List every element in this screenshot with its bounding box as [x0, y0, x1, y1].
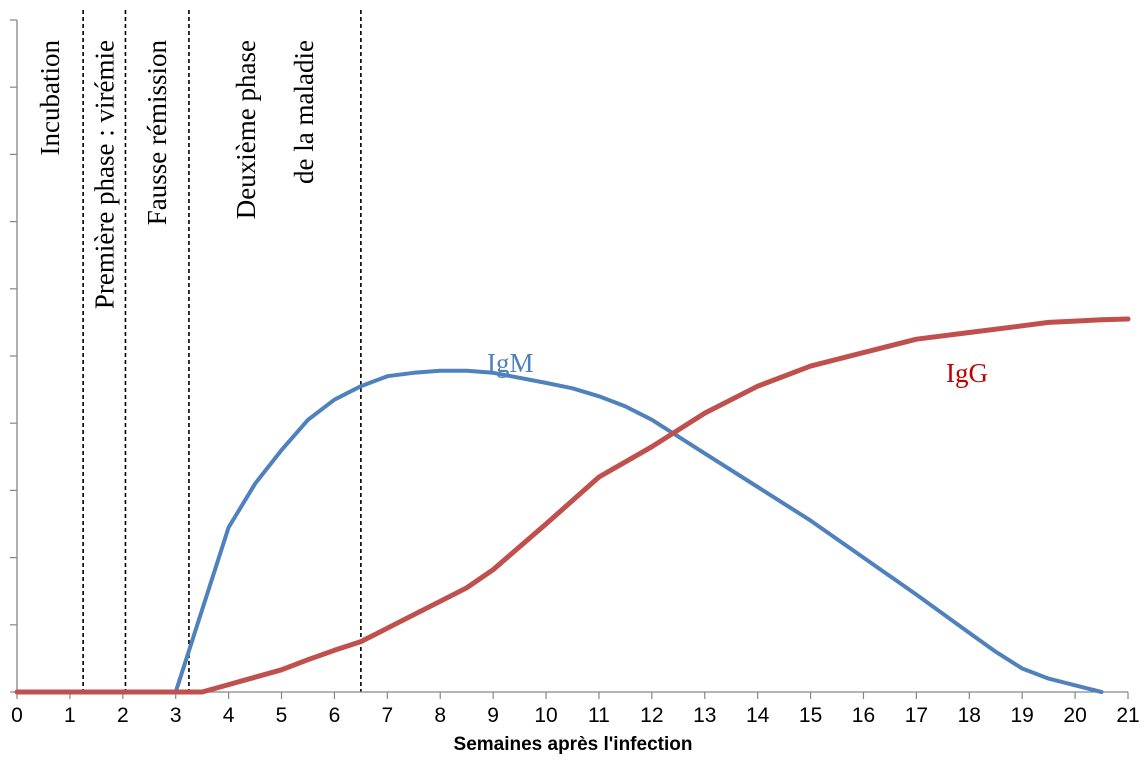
- phase-label: Deuxième phase: [231, 40, 261, 219]
- x-tick-label: 12: [640, 704, 663, 727]
- x-tick-label: 4: [223, 704, 235, 727]
- x-tick-label: 2: [117, 704, 129, 727]
- x-tick-label: 7: [381, 704, 393, 727]
- axes: [16, 20, 1128, 693]
- x-axis-tick-labels: 0 1 2 3 4 5 6 7 8 9 10 11 12 13 14 15 16 17 18 19 20 21: [11, 704, 1140, 727]
- phase-label: Incubation: [35, 40, 65, 156]
- x-tick-label: 18: [958, 704, 981, 727]
- x-tick-label: 15: [799, 704, 822, 727]
- x-tick-label: 14: [746, 704, 770, 727]
- phase-labels: Incubation Première phase : virémie Fausse…: [35, 40, 319, 310]
- phase-label: Première phase : virémie: [89, 40, 119, 309]
- x-tick-label: 8: [434, 704, 446, 727]
- x-tick-label: 11: [588, 704, 610, 727]
- series-line-igm: [15, 368, 1104, 694]
- x-tick-label: 1: [64, 704, 76, 727]
- series-label-igg: IgG: [946, 358, 988, 388]
- x-tick-label: 21: [1116, 704, 1139, 727]
- series-line-igg: [14, 316, 1131, 695]
- phase-boundary-lines: [82, 10, 362, 692]
- y-axis-ticks: [10, 19, 17, 693]
- series-label-igm: IgM: [487, 348, 534, 378]
- x-tick-label: 16: [852, 704, 875, 727]
- x-tick-label: 3: [170, 704, 182, 727]
- phase-label: Fausse rémission: [142, 40, 172, 226]
- x-tick-label: 0: [11, 704, 23, 727]
- x-tick-label: 10: [534, 704, 557, 727]
- phase-label: de la maladie: [289, 40, 319, 184]
- x-tick-label: 17: [905, 704, 928, 727]
- x-tick-label: 19: [1011, 704, 1034, 727]
- x-tick-label: 9: [487, 704, 499, 727]
- series-lines: [14, 316, 1131, 695]
- x-tick-label: 20: [1063, 704, 1086, 727]
- x-axis-ticks: [16, 692, 1129, 699]
- x-axis-title: Semaines après l'infection: [454, 734, 693, 755]
- x-tick-label: 13: [693, 704, 716, 727]
- x-tick-label: 5: [276, 704, 288, 727]
- x-tick-label: 6: [329, 704, 341, 727]
